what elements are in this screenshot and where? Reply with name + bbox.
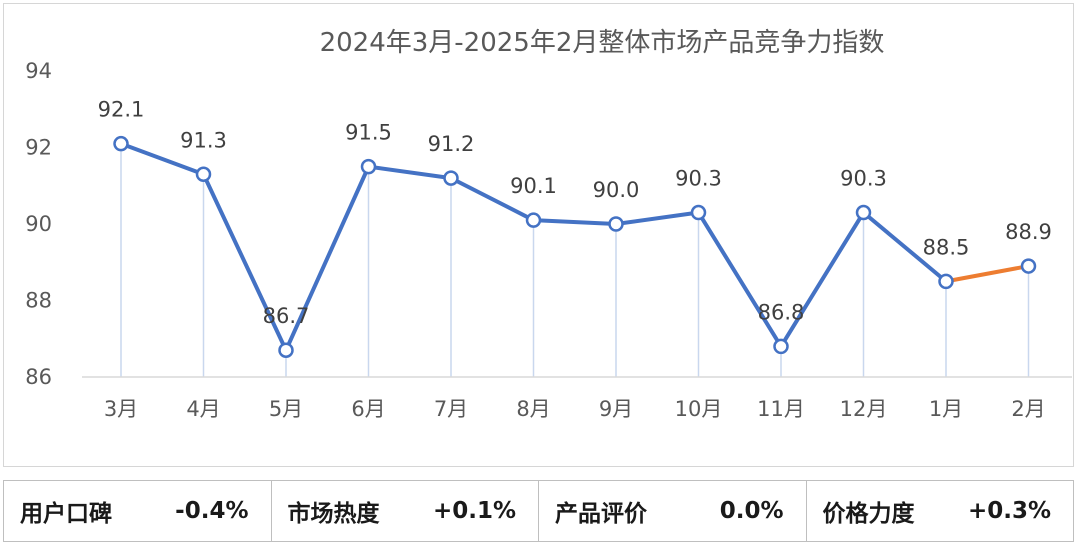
x-tick-label: 8月 (516, 397, 550, 421)
data-point (938, 273, 954, 290)
x-tick-label: 4月 (186, 397, 220, 421)
metric-value: +0.1% (432, 498, 516, 524)
y-axis-ticks: 86 88 90 92 94 (25, 59, 52, 389)
data-label: 90.1 (510, 174, 557, 198)
data-label: 91.5 (345, 121, 392, 145)
data-labels: 92.1 91.3 86.7 91.5 91.2 90.1 90.0 90.3 86.8 90.3… (98, 98, 1052, 329)
x-tick-label: 10月 (675, 397, 723, 421)
data-point (195, 166, 212, 183)
metric-label: 价格力度 (822, 501, 915, 527)
data-point (360, 158, 377, 175)
data-label: 91.2 (428, 132, 475, 156)
x-tick-label: 2月 (1011, 397, 1045, 421)
drop-lines (120, 143, 1030, 377)
y-tick-label: 92 (25, 136, 52, 160)
data-label: 90.3 (840, 167, 887, 191)
data-point (690, 204, 707, 221)
y-tick-label: 94 (25, 59, 52, 83)
data-label: 92.1 (98, 98, 145, 122)
metrics-bar: 用户口碑 -0.4% 市场热度 +0.1% 产品评价 0.0% 价格力度 +0.… (3, 480, 1074, 542)
series-last-segment (944, 264, 1031, 284)
data-point (278, 342, 294, 358)
metric-label: 市场热度 (287, 501, 380, 527)
x-tick-label: 3月 (104, 397, 138, 421)
chart-title: 2024年3月-2025年2月整体市场产品竞争力指数 (320, 28, 885, 58)
metric-value: 0.0% (719, 498, 784, 524)
y-tick-label: 88 (25, 289, 52, 313)
series-markers (113, 135, 1037, 358)
data-label: 86.8 (758, 300, 805, 324)
x-tick-label: 9月 (599, 397, 633, 421)
x-tick-label: 12月 (840, 397, 888, 421)
x-tick-label: 6月 (351, 397, 385, 421)
metric-product-rating: 产品评价 0.0% (539, 481, 807, 541)
data-point (855, 204, 872, 221)
metric-market-heat: 市场热度 +0.1% (272, 481, 539, 541)
chart-container: 2024年3月-2025年2月整体市场产品竞争力指数 86 88 90 92 94 3月… (3, 3, 1074, 467)
y-tick-label: 86 (25, 365, 52, 389)
x-tick-label: 11月 (757, 397, 805, 421)
x-tick-label: 7月 (434, 397, 468, 421)
metric-user-reputation: 用户口碑 -0.4% (4, 481, 272, 541)
metric-value: +0.3% (967, 498, 1051, 524)
series-line (119, 141, 1031, 353)
metric-label: 产品评价 (555, 501, 647, 527)
line-chart: 2024年3月-2025年2月整体市场产品竞争力指数 86 88 90 92 94 3月… (25, 28, 1072, 421)
data-label: 88.9 (1005, 220, 1052, 244)
x-tick-label: 1月 (929, 397, 963, 421)
data-point (113, 135, 129, 152)
data-label: 90.3 (675, 167, 722, 191)
data-point (608, 216, 624, 232)
data-label: 91.3 (180, 128, 227, 152)
metric-value: -0.4% (175, 498, 249, 524)
data-point (1020, 258, 1037, 274)
x-tick-label: 5月 (269, 397, 303, 421)
x-axis-ticks: 3月 4月 5月 6月 7月 8月 9月 10月 11月 12月 1月 2月 (104, 397, 1046, 421)
metric-label: 用户口碑 (20, 501, 112, 527)
data-point (773, 338, 789, 355)
data-label: 86.7 (263, 304, 310, 328)
y-tick-label: 90 (25, 212, 52, 236)
data-label: 90.0 (593, 178, 640, 202)
data-point (525, 212, 542, 228)
data-point (443, 170, 459, 186)
data-label: 88.5 (923, 235, 970, 259)
metric-price-strength: 价格力度 +0.3% (807, 481, 1074, 541)
